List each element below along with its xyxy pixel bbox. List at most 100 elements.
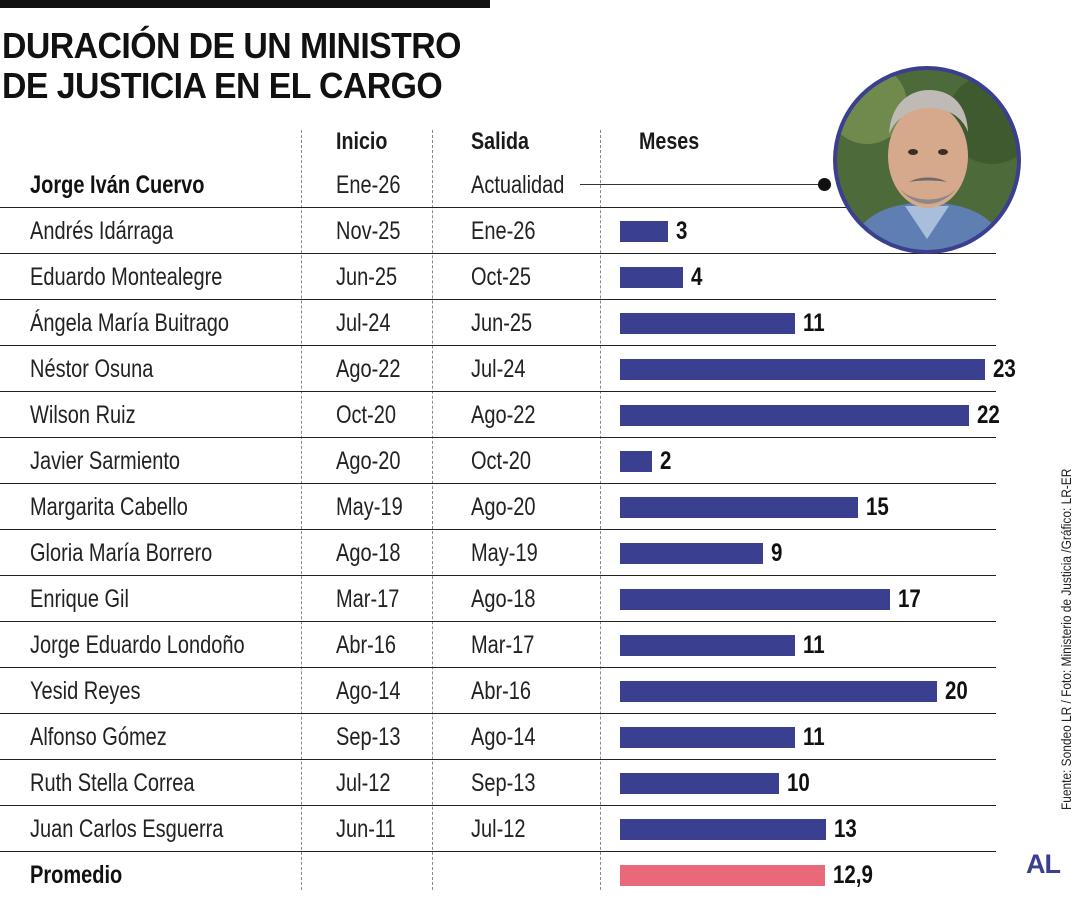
duration-bar [620, 267, 684, 288]
minister-name: Juan Carlos Esguerra [30, 815, 224, 843]
minister-name: Yesid Reyes [30, 677, 141, 705]
start-date: Ago-20 [336, 447, 401, 475]
duration-bar [620, 221, 668, 242]
start-date: Ago-14 [336, 677, 401, 705]
portrait-leader-dot [818, 178, 831, 191]
duration-value-label: 15 [866, 493, 889, 521]
duration-value-label: 11 [802, 631, 825, 659]
column-header-months: Meses [639, 128, 700, 155]
minister-name: Ruth Stella Correa [30, 769, 195, 797]
duration-bar [620, 589, 890, 610]
end-date: Ago-14 [471, 723, 536, 751]
column-divider [600, 130, 601, 890]
duration-bar [620, 405, 970, 426]
average-label: Promedio [30, 861, 123, 889]
duration-bar [620, 819, 827, 840]
start-date: Jul-24 [336, 309, 391, 337]
duration-bar [620, 773, 779, 794]
end-date: Ago-20 [471, 493, 536, 521]
duration-value-label: 13 [834, 815, 858, 843]
minister-row: Alfonso Gómez Sep-13 Ago-14 11 [0, 714, 1000, 760]
average-row: Promedio 12,9 [0, 852, 1000, 898]
minister-name: Javier Sarmiento [30, 447, 181, 475]
minister-name: Ángela María Buitrago [30, 309, 230, 337]
start-date: Nov-25 [336, 217, 401, 245]
duration-bar [620, 727, 795, 748]
end-date: Sep-13 [471, 769, 536, 797]
column-divider [432, 130, 433, 890]
minister-row: Néstor Osuna Ago-22 Jul-24 23 [0, 346, 1016, 392]
duration-value-label: 23 [993, 355, 1016, 383]
minister-row: Wilson Ruiz Oct-20 Ago-22 22 [0, 392, 1000, 438]
duration-value-label: 9 [770, 539, 783, 567]
start-date: Mar-17 [336, 585, 400, 613]
minister-name: Eduardo Montealegre [30, 263, 223, 291]
duration-bar [620, 635, 795, 656]
duration-bar [620, 359, 985, 380]
average-value-label: 12,9 [832, 861, 873, 889]
minister-row: Margarita Cabello May-19 Ago-20 15 [0, 484, 1000, 530]
minister-row: Yesid Reyes Ago-14 Abr-16 20 [0, 668, 1000, 714]
duration-value-label: 11 [802, 723, 825, 751]
current-minister-row: Jorge Iván Cuervo Ene-26 Actualidad [0, 162, 1000, 208]
duration-value-label: 3 [675, 217, 687, 245]
minister-row: Ruth Stella Correa Jul-12 Sep-13 10 [0, 760, 1000, 806]
end-date: Oct-25 [471, 263, 532, 291]
minister-row: Andrés Idárraga Nov-25 Ene-26 3 [0, 208, 1000, 254]
minister-row: Gloria María Borrero Ago-18 May-19 9 [0, 530, 1000, 576]
end-date: Abr-16 [471, 677, 532, 705]
publication-logo: AL [1026, 849, 1061, 879]
start-date: Jun-25 [336, 263, 398, 291]
end-date: Oct-20 [471, 447, 532, 475]
minister-name: Alfonso Gómez [30, 723, 167, 751]
start-date: Sep-13 [336, 723, 401, 751]
duration-value-label: 10 [786, 769, 810, 797]
average-bar [620, 865, 825, 886]
start-date: Ago-18 [336, 539, 401, 567]
minister-name: Andrés Idárraga [30, 217, 174, 245]
minister-name: Néstor Osuna [30, 355, 154, 383]
duration-value-label: 20 [945, 677, 969, 705]
start-date: May-19 [336, 493, 403, 521]
chart-title: DURACIÓN DE UN MINISTRO DE JUSTICIA EN E… [2, 26, 461, 106]
duration-value-label: 22 [977, 401, 1000, 429]
duration-value-label: 17 [897, 585, 921, 613]
duration-value-label: 4 [691, 263, 703, 291]
minister-row: Enrique Gil Mar-17 Ago-18 17 [0, 576, 1000, 622]
start-date: Jun-11 [336, 815, 396, 843]
duration-bar [620, 543, 763, 564]
chart-title-line-2: DE JUSTICIA EN EL CARGO [2, 65, 443, 106]
minister-name: Jorge Eduardo Londoño [30, 631, 245, 659]
start-date: Oct-20 [336, 401, 397, 429]
end-date: Actualidad [471, 171, 565, 199]
portrait-leader-line [580, 184, 825, 185]
column-header-start: Inicio [336, 128, 388, 155]
end-date: May-19 [471, 539, 538, 567]
minister-portrait-photo [833, 66, 1021, 254]
duration-value-label: 2 [659, 447, 672, 475]
minister-row: Jorge Eduardo Londoño Abr-16 Mar-17 11 [0, 622, 1000, 668]
end-date: Ene-26 [471, 217, 536, 245]
chart-title-line-1: DURACIÓN DE UN MINISTRO [2, 25, 461, 66]
minister-name: Jorge Iván Cuervo [30, 171, 205, 199]
end-date: Mar-17 [471, 631, 535, 659]
column-divider [301, 130, 302, 890]
end-date: Ago-18 [471, 585, 536, 613]
start-date: Ene-26 [336, 171, 401, 199]
source-credit: Fuente: Sondeo LR / Foto: Ministerio de … [1058, 468, 1074, 810]
column-header-end: Salida [471, 128, 529, 155]
duration-bar [620, 313, 795, 334]
end-date: Jul-12 [471, 815, 526, 843]
minister-row: Javier Sarmiento Ago-20 Oct-20 2 [0, 438, 1000, 484]
minister-row: Juan Carlos Esguerra Jun-11 Jul-12 13 [0, 806, 1000, 852]
end-date: Ago-22 [471, 401, 536, 429]
duration-bar [620, 451, 652, 472]
start-date: Abr-16 [336, 631, 397, 659]
duration-bar [620, 497, 859, 518]
minister-row: Eduardo Montealegre Jun-25 Oct-25 4 [0, 254, 1000, 300]
start-date: Ago-22 [336, 355, 401, 383]
minister-row: Ángela María Buitrago Jul-24 Jun-25 11 [0, 300, 1000, 346]
end-date: Jun-25 [471, 309, 533, 337]
duration-bar [620, 681, 938, 702]
start-date: Jul-12 [336, 769, 391, 797]
